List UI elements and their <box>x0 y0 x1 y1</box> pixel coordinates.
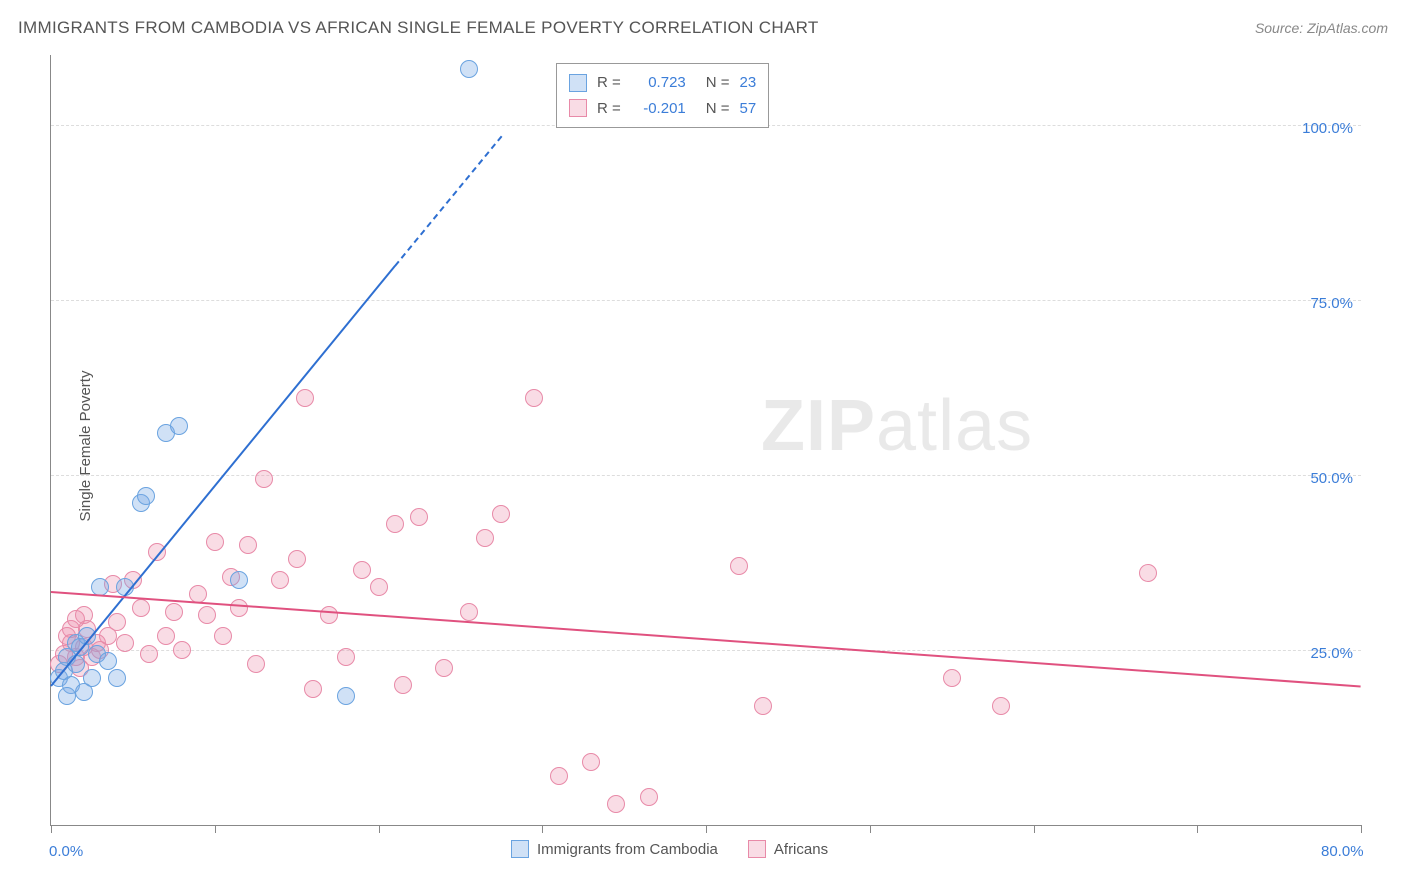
watermark: ZIPatlas <box>761 385 1033 467</box>
scatter-point-africans <box>173 641 191 659</box>
series-legend-item: Africans <box>748 840 828 858</box>
series-legend-item: Immigrants from Cambodia <box>511 840 718 858</box>
scatter-point-africans <box>943 669 961 687</box>
scatter-point-africans <box>271 571 289 589</box>
scatter-point-africans <box>410 508 428 526</box>
scatter-point-africans <box>435 659 453 677</box>
scatter-point-cambodia <box>460 60 478 78</box>
scatter-point-africans <box>230 599 248 617</box>
n-label: N = <box>706 70 730 96</box>
scatter-point-africans <box>304 680 322 698</box>
scatter-point-africans <box>132 599 150 617</box>
scatter-point-africans <box>247 655 265 673</box>
gridline <box>51 650 1361 651</box>
n-value: 23 <box>740 70 757 96</box>
scatter-point-africans <box>255 470 273 488</box>
legend-swatch <box>511 840 529 858</box>
scatter-point-africans <box>607 795 625 813</box>
legend-swatch <box>748 840 766 858</box>
scatter-point-africans <box>640 788 658 806</box>
scatter-point-cambodia <box>108 669 126 687</box>
scatter-point-africans <box>140 645 158 663</box>
scatter-point-africans <box>165 603 183 621</box>
series-legend: Immigrants from Cambodia Africans <box>511 840 828 858</box>
scatter-point-cambodia <box>99 652 117 670</box>
scatter-point-africans <box>492 505 510 523</box>
x-tick <box>51 825 52 833</box>
x-tick <box>1361 825 1362 833</box>
source-label: Source: ZipAtlas.com <box>1255 20 1388 36</box>
y-tick-label: 75.0% <box>1310 295 1353 312</box>
chart-title: IMMIGRANTS FROM CAMBODIA VS AFRICAN SING… <box>18 18 819 38</box>
scatter-point-cambodia <box>230 571 248 589</box>
x-tick <box>870 825 871 833</box>
scatter-point-africans <box>296 389 314 407</box>
y-tick-label: 50.0% <box>1310 470 1353 487</box>
scatter-point-africans <box>476 529 494 547</box>
trendline <box>394 136 502 267</box>
scatter-point-cambodia <box>58 687 76 705</box>
header: IMMIGRANTS FROM CAMBODIA VS AFRICAN SING… <box>18 18 1388 38</box>
scatter-point-africans <box>730 557 748 575</box>
x-tick <box>215 825 216 833</box>
n-label: N = <box>706 96 730 122</box>
x-tick <box>542 825 543 833</box>
series-legend-label: Africans <box>774 841 828 858</box>
scatter-point-africans <box>550 767 568 785</box>
scatter-point-africans <box>754 697 772 715</box>
series-legend-label: Immigrants from Cambodia <box>537 841 718 858</box>
x-tick <box>706 825 707 833</box>
legend-swatch <box>569 99 587 117</box>
scatter-point-africans <box>206 533 224 551</box>
correlation-row: R = 0.723 N = 23 <box>569 70 756 96</box>
plot-area: ZIPatlas 25.0%50.0%75.0%100.0%0.0%80.0%R… <box>50 55 1361 826</box>
scatter-point-africans <box>239 536 257 554</box>
n-value: 57 <box>740 96 757 122</box>
scatter-point-cambodia <box>83 669 101 687</box>
scatter-point-cambodia <box>337 687 355 705</box>
correlation-row: R = -0.201 N = 57 <box>569 96 756 122</box>
gridline <box>51 475 1361 476</box>
x-tick-label: 0.0% <box>49 843 83 860</box>
scatter-point-cambodia <box>170 417 188 435</box>
trendline <box>50 265 395 686</box>
legend-swatch <box>569 74 587 92</box>
scatter-point-africans <box>116 634 134 652</box>
watermark-light: atlas <box>876 386 1033 466</box>
x-tick <box>1197 825 1198 833</box>
scatter-point-africans <box>288 550 306 568</box>
scatter-point-africans <box>214 627 232 645</box>
r-value: -0.201 <box>631 96 686 122</box>
scatter-point-africans <box>370 578 388 596</box>
scatter-point-africans <box>460 603 478 621</box>
watermark-bold: ZIP <box>761 386 876 466</box>
y-tick-label: 100.0% <box>1302 120 1353 137</box>
y-tick-label: 25.0% <box>1310 645 1353 662</box>
x-tick <box>1034 825 1035 833</box>
scatter-point-africans <box>353 561 371 579</box>
scatter-point-africans <box>525 389 543 407</box>
scatter-point-africans <box>1139 564 1157 582</box>
scatter-point-africans <box>198 606 216 624</box>
correlation-legend: R = 0.723 N = 23 R = -0.201 N = 57 <box>556 63 769 128</box>
r-label: R = <box>597 96 621 122</box>
scatter-point-africans <box>394 676 412 694</box>
r-label: R = <box>597 70 621 96</box>
scatter-point-africans <box>320 606 338 624</box>
gridline <box>51 300 1361 301</box>
scatter-point-africans <box>337 648 355 666</box>
scatter-point-africans <box>108 613 126 631</box>
x-tick <box>379 825 380 833</box>
x-tick-label: 80.0% <box>1321 843 1364 860</box>
scatter-point-africans <box>386 515 404 533</box>
r-value: 0.723 <box>631 70 686 96</box>
scatter-point-africans <box>157 627 175 645</box>
scatter-point-africans <box>992 697 1010 715</box>
trendline <box>51 591 1361 687</box>
scatter-point-africans <box>582 753 600 771</box>
scatter-point-cambodia <box>137 487 155 505</box>
